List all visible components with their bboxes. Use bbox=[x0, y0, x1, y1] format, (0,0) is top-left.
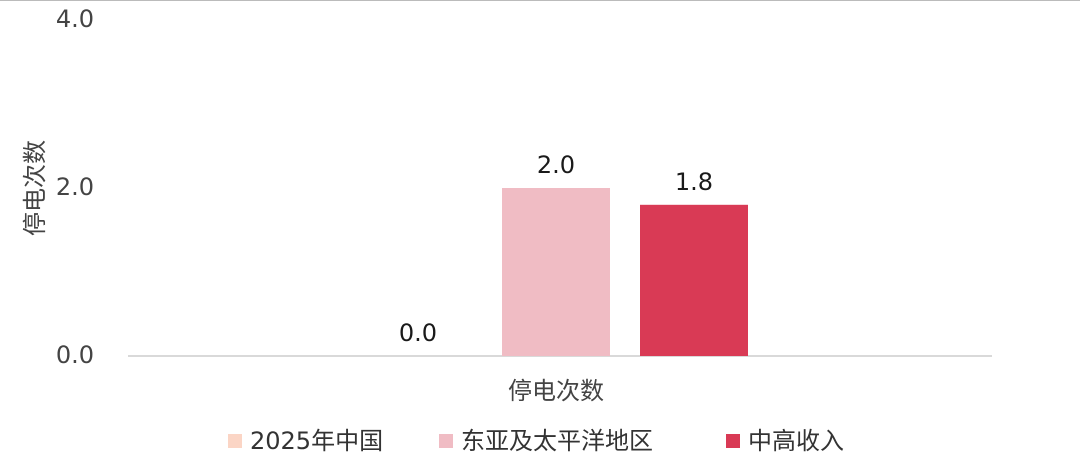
value-label: 1.8 bbox=[675, 168, 713, 196]
legend-swatch bbox=[439, 434, 453, 448]
legend-label: 东亚及太平洋地区 bbox=[461, 427, 653, 455]
bar bbox=[502, 188, 610, 356]
bar bbox=[640, 204, 748, 356]
value-label: 0.0 bbox=[399, 319, 437, 347]
value-label: 2.0 bbox=[537, 151, 575, 179]
legend-swatch bbox=[228, 434, 242, 448]
legend-swatch bbox=[726, 434, 740, 448]
y-axis-label: 停电次数 bbox=[21, 140, 49, 236]
y-tick-label: 2.0 bbox=[56, 173, 94, 201]
x-tick-label: 停电次数 bbox=[508, 377, 604, 405]
legend-label: 中高收入 bbox=[748, 427, 844, 455]
y-tick-label: 0.0 bbox=[56, 341, 94, 369]
legend-label: 2025年中国 bbox=[250, 427, 383, 455]
y-tick-label: 4.0 bbox=[56, 5, 94, 33]
